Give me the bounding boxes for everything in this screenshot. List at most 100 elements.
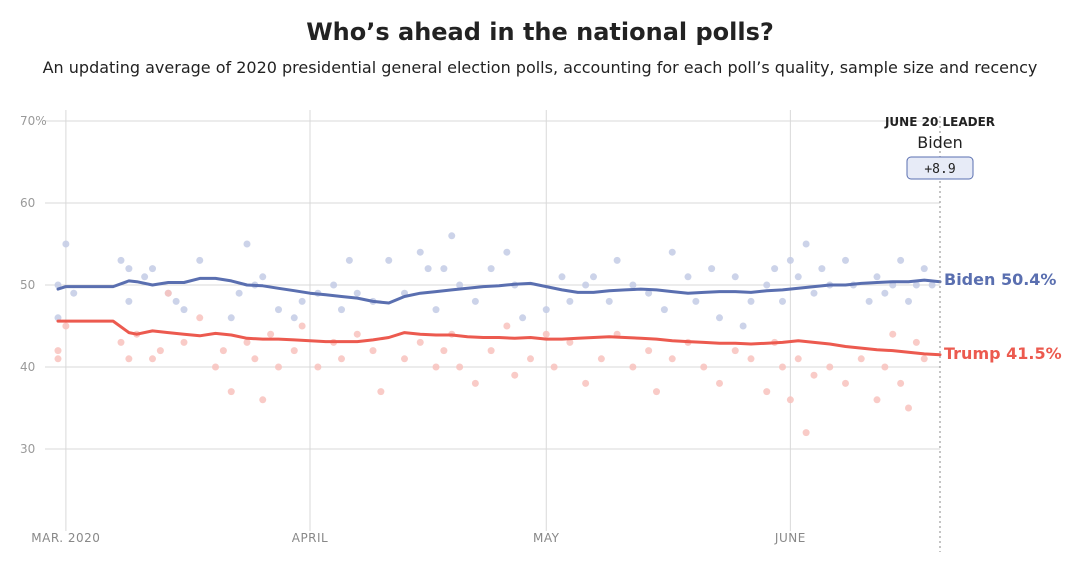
biden-poll-dot — [668, 248, 676, 256]
biden-poll-dot — [613, 256, 621, 264]
biden-poll-dot — [424, 265, 432, 273]
biden-poll-dot — [590, 273, 597, 281]
biden-poll-dot — [298, 297, 306, 305]
trump-poll-dot — [716, 379, 723, 387]
trump-poll-dot — [54, 347, 62, 355]
biden-poll-dot — [180, 306, 188, 314]
trump-poll-dot — [298, 322, 306, 330]
trump-poll-dot — [779, 363, 786, 371]
trump-poll-dot — [511, 371, 519, 379]
biden-poll-dot — [771, 265, 779, 273]
biden-poll-dot — [802, 240, 810, 248]
trump-poll-dot — [117, 338, 125, 346]
trump-poll-dot — [471, 379, 479, 387]
biden-poll-dot — [786, 256, 794, 264]
biden-poll-dot — [62, 240, 70, 248]
biden-poll-dot — [149, 265, 156, 273]
trump-poll-dot — [377, 388, 385, 396]
leader-margin-value: +8.9 — [924, 162, 955, 177]
trump-poll-dot — [125, 355, 133, 363]
trump-poll-dot — [180, 338, 188, 346]
trump-poll-dot — [786, 396, 794, 404]
trump-poll-dot — [338, 355, 345, 363]
trump-poll-dot — [645, 347, 653, 355]
biden-poll-dot — [70, 289, 78, 297]
trump-poll-dot — [196, 314, 204, 322]
trump-poll-dot — [842, 379, 849, 387]
trump-poll-dot — [747, 355, 755, 363]
biden-poll-dot — [605, 297, 613, 305]
biden-poll-dot — [629, 281, 637, 289]
trump-poll-dot — [889, 330, 897, 338]
trump-poll-dot — [156, 347, 164, 355]
trump-poll-dot — [802, 429, 810, 437]
trump-poll-dot — [456, 363, 464, 371]
trump-poll-dot — [290, 347, 298, 355]
biden-poll-dot — [440, 265, 448, 273]
trump-poll-dot — [212, 363, 219, 371]
biden-poll-dot — [865, 297, 873, 305]
biden-poll-dot — [810, 289, 818, 297]
trump-poll-dot — [873, 396, 881, 404]
y-tick-label-70: 70% — [20, 114, 47, 128]
trump-poll-dot — [542, 330, 550, 338]
trump-poll-dot — [259, 396, 267, 404]
x-tick-label-1: APRIL — [292, 531, 329, 545]
biden-poll-dot — [873, 273, 881, 281]
trump-poll-dot — [487, 347, 495, 355]
trump-poll-dot — [912, 338, 920, 346]
trump-poll-dot — [550, 363, 558, 371]
biden-poll-dot — [353, 289, 361, 297]
trump-poll-dot — [432, 363, 440, 371]
leader-name: Biden — [917, 133, 963, 152]
biden-poll-dot — [235, 289, 243, 297]
trump-poll-dot — [881, 363, 889, 371]
biden-poll-dot — [794, 273, 802, 281]
y-tick-label-40: 40 — [20, 360, 35, 374]
biden-poll-dot — [818, 265, 826, 273]
biden-poll-dot — [684, 273, 692, 281]
biden-poll-dot — [692, 297, 700, 305]
leader-margin-badge — [906, 156, 974, 180]
y-tick-label-50: 50 — [20, 278, 35, 292]
trump-poll-dot — [826, 363, 834, 371]
trump-poll-dot — [905, 404, 912, 412]
biden-poll-dot — [432, 306, 440, 314]
trump-poll-dot — [527, 355, 534, 363]
trump-poll-dot — [566, 338, 574, 346]
trump-poll-dot — [920, 355, 928, 363]
biden-poll-dot — [731, 273, 739, 281]
x-tick-label-2: MAY — [533, 531, 560, 545]
poll-dots-layer — [54, 232, 936, 437]
trump-poll-dot — [731, 347, 739, 355]
biden-poll-dot — [172, 297, 180, 305]
biden-poll-dot — [660, 306, 668, 314]
biden-poll-dot — [487, 265, 495, 273]
biden-end-label: Biden 50.4% — [944, 270, 1056, 289]
trump-poll-dot — [763, 388, 771, 396]
biden-poll-dot — [905, 297, 912, 305]
trump-poll-dot — [416, 338, 424, 346]
biden-poll-dot — [416, 248, 424, 256]
trump-poll-dot — [794, 355, 802, 363]
chart-title: Who’s ahead in the national polls? — [306, 18, 774, 46]
biden-poll-dot — [54, 281, 62, 289]
biden-poll-dot — [897, 256, 905, 264]
trump-poll-dot — [440, 347, 448, 355]
trump-poll-dot — [267, 330, 275, 338]
biden-poll-dot — [54, 314, 62, 322]
trump-poll-dot — [810, 371, 818, 379]
biden-poll-dot — [196, 256, 204, 264]
biden-poll-dot — [708, 265, 716, 273]
trump-poll-dot — [668, 355, 676, 363]
biden-poll-dot — [582, 281, 590, 289]
trump-poll-dot — [62, 322, 70, 330]
biden-poll-dot — [141, 273, 149, 281]
trump-poll-dot — [251, 355, 259, 363]
biden-poll-dot — [448, 232, 456, 240]
biden-poll-dot — [125, 297, 133, 305]
average-lines-layer — [56, 276, 942, 357]
biden-poll-dot — [519, 314, 527, 322]
trump-poll-dot — [700, 363, 708, 371]
